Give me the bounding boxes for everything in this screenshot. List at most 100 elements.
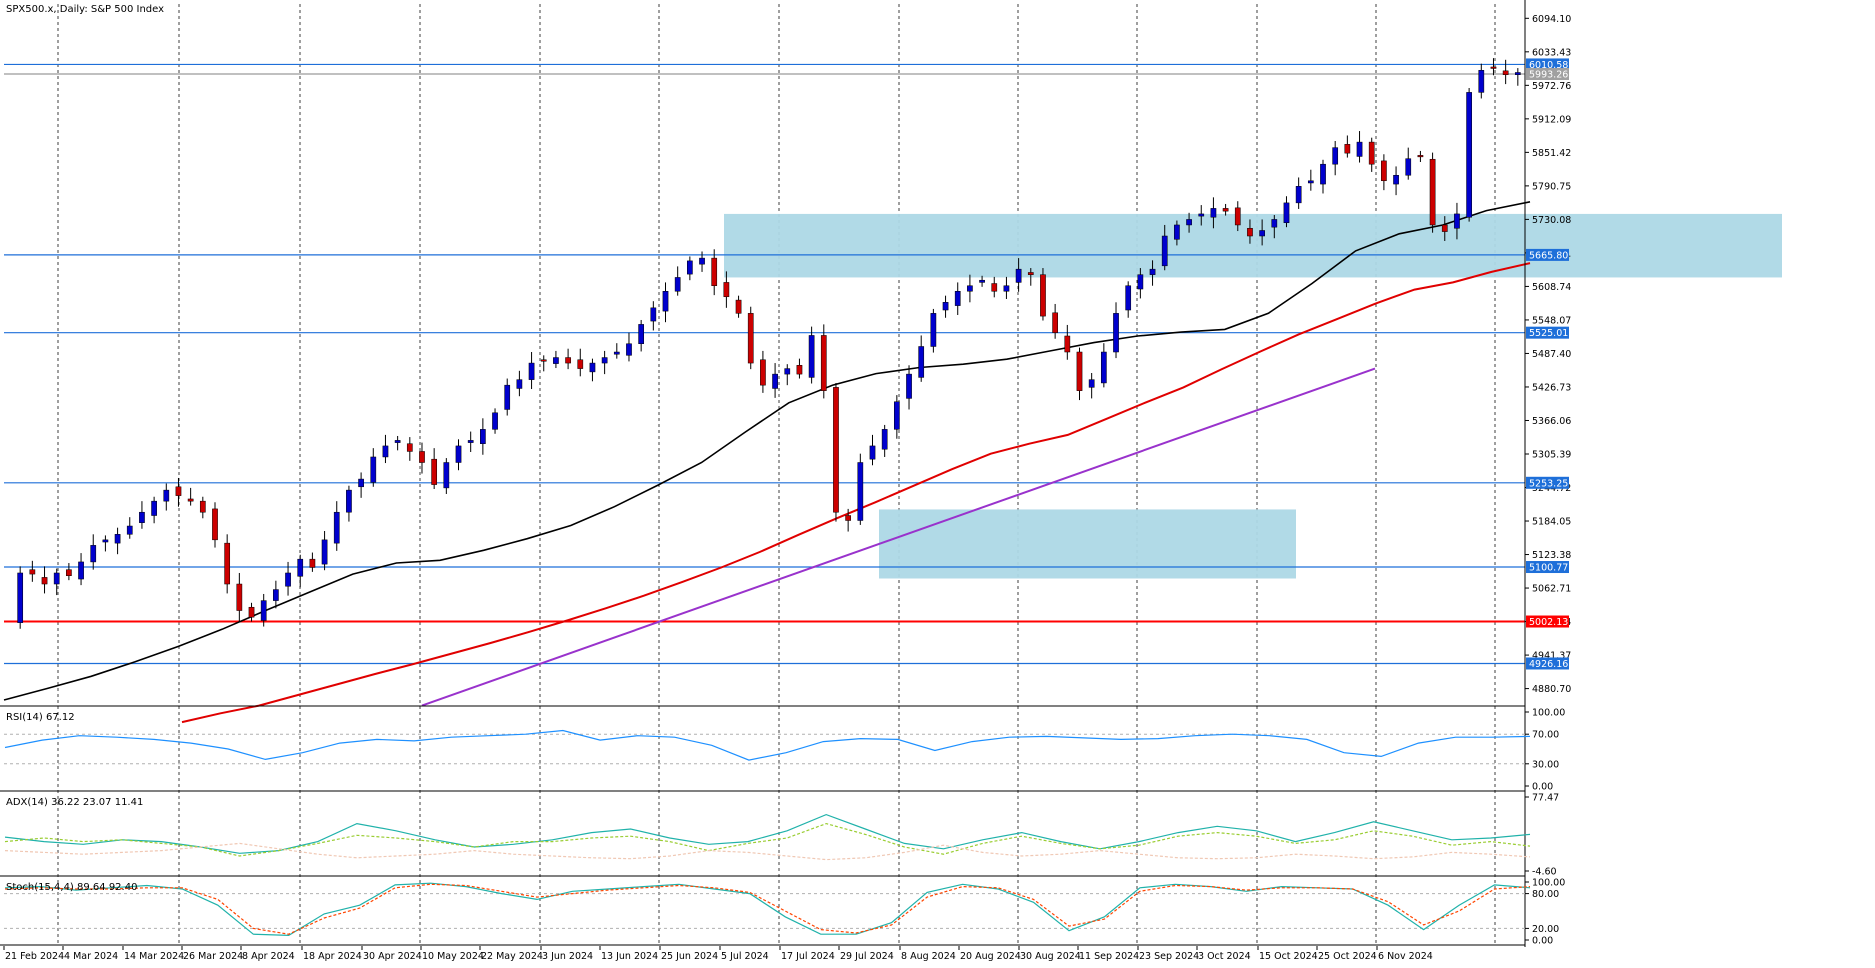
price-tag <box>1526 248 1569 261</box>
x-tick-label: 23 Sep 2024 <box>1139 951 1199 962</box>
bear-candle <box>760 359 766 386</box>
bull-candle <box>455 445 462 463</box>
bull-candle <box>674 277 681 292</box>
price-tag-label: 5253.25 <box>1529 478 1568 489</box>
y-tick-label: 0.00 <box>1532 782 1553 793</box>
bear-candle <box>1417 155 1424 158</box>
bull-candle <box>687 260 693 275</box>
bull-candle <box>358 478 364 488</box>
support-resistance-zone <box>879 509 1296 579</box>
bear-candle <box>1234 207 1241 226</box>
bull-candle <box>285 572 291 587</box>
indicator-panel: 100.00 70.00 30.00 0.00 RSI(14) 67.12 <box>4 708 1565 793</box>
bull-candle <box>1295 186 1302 204</box>
bull-candle <box>1125 285 1132 311</box>
y-tick-label: 5730.08 <box>1532 215 1571 226</box>
bull-candle <box>53 572 60 585</box>
x-tick-label: 17 Jul 2024 <box>781 951 835 962</box>
bull-candle <box>1186 219 1192 226</box>
bull-candle <box>1393 174 1399 185</box>
x-tick-label: 25 Jun 2024 <box>661 951 718 962</box>
price-tag <box>1526 476 1569 489</box>
price-tag-label: 5100.77 <box>1529 563 1568 574</box>
bull-candle <box>321 539 328 565</box>
x-tick-label: 4 Mar 2024 <box>64 951 118 962</box>
vertical-grid <box>57 4 1496 944</box>
price-tag <box>1526 615 1569 628</box>
x-tick-label: 21 Feb 2024 <box>5 951 64 962</box>
bear-candle <box>1064 335 1071 353</box>
bear-candle <box>711 257 718 286</box>
indicator-line <box>4 813 1531 854</box>
bull-candle <box>139 511 145 523</box>
bull-candle <box>480 429 486 444</box>
x-tick-label: 8 Aug 2024 <box>901 951 956 962</box>
chart-title: SPX500.x, Daily: S&P 500 Index <box>6 4 164 15</box>
y-tick-label: 20.00 <box>1532 924 1559 935</box>
bull-candle <box>930 313 937 347</box>
candles <box>17 58 1533 629</box>
bear-candle <box>199 500 206 513</box>
trendline <box>421 367 1376 707</box>
bull-candle <box>918 346 925 378</box>
bear-candle <box>820 335 827 391</box>
x-tick-label: 13 Jun 2024 <box>601 951 658 962</box>
bull-candle <box>273 589 279 601</box>
indicator-line <box>4 822 1531 857</box>
bear-candle <box>540 359 547 362</box>
bear-candle <box>236 583 243 611</box>
bull-candle <box>650 307 657 322</box>
bear-candle <box>1490 66 1497 69</box>
x-tick-label: 10 May 2024 <box>422 951 484 962</box>
y-tick-label: 5305.39 <box>1532 449 1571 460</box>
x-tick-label: 3 Oct 2024 <box>1198 951 1251 962</box>
y-tick-label: 6094.10 <box>1532 14 1571 25</box>
bull-candle <box>1149 268 1156 275</box>
y-tick-label: 4941.37 <box>1532 651 1571 662</box>
bull-candle <box>893 401 900 430</box>
bull-candle <box>638 324 645 344</box>
bear-candle <box>1052 312 1058 333</box>
bull-candle <box>102 539 109 543</box>
price-tag-label: 5665.80 <box>1529 250 1568 261</box>
support-resistance-zone <box>724 213 1782 278</box>
bull-candle <box>90 545 97 563</box>
bear-candle <box>419 451 425 463</box>
bull-candle <box>1405 158 1412 176</box>
bull-candle <box>504 384 511 410</box>
y-tick-label: 5062.71 <box>1532 584 1571 595</box>
bear-candle <box>175 486 182 496</box>
x-tick-label: 5 Jul 2024 <box>721 951 769 962</box>
bull-candle <box>1307 180 1314 184</box>
bull-candle <box>979 279 985 283</box>
y-tick-label: 77.47 <box>1532 793 1559 804</box>
bull-candle <box>1100 351 1107 384</box>
indicator-line <box>4 842 1531 861</box>
y-tick-label: -4.60 <box>1532 867 1557 878</box>
x-tick-label: 22 May 2024 <box>481 951 543 962</box>
bull-candle <box>589 362 596 373</box>
y-tick-label: 100.00 <box>1532 878 1565 889</box>
bull-candle <box>954 290 961 306</box>
bear-candle <box>1040 274 1046 317</box>
y-tick-label: 5184.05 <box>1532 517 1571 528</box>
y-tick-label: 80.00 <box>1532 889 1559 900</box>
y-tick-label: 30.00 <box>1532 759 1559 770</box>
price-tag-label: 5525.01 <box>1529 328 1568 339</box>
x-tick-label: 11 Sep 2024 <box>1079 951 1139 962</box>
bear-candle <box>309 558 316 568</box>
bull-candle <box>297 558 304 577</box>
bull-candle <box>1332 147 1339 165</box>
bear-candle <box>845 515 851 521</box>
bear-candle <box>1076 351 1083 391</box>
price-tag <box>1526 657 1569 670</box>
bear-candle <box>1368 141 1375 165</box>
bear-candle <box>224 542 231 585</box>
bull-candle <box>1356 141 1363 157</box>
indicator-title: Stoch(15,4,4) 89.64 92.40 <box>6 882 137 893</box>
bear-candle <box>1222 208 1229 212</box>
bull-candle <box>467 440 474 443</box>
